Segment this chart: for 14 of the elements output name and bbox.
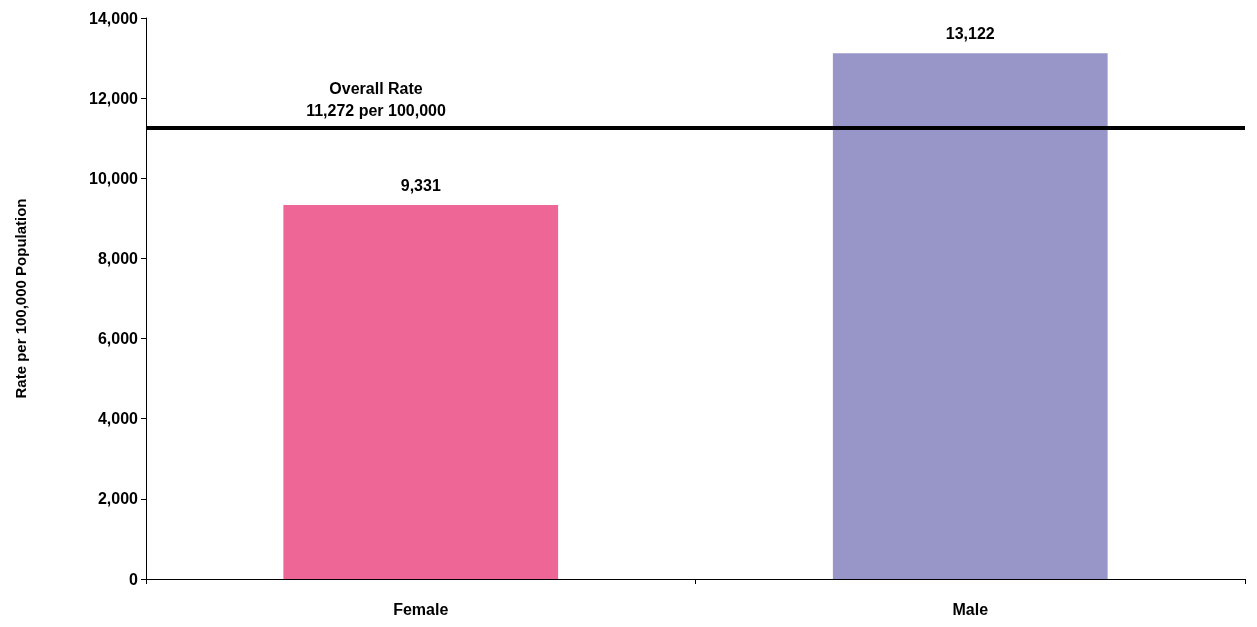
x-tick-label: Male [952,600,989,618]
y-tick-label: 6,000 [97,330,139,348]
y-tick-label: 14,000 [89,9,139,27]
y-tick-label: 12,000 [89,89,139,107]
data-label: 13,122 [945,24,995,42]
y-tick-label: 10,000 [89,169,139,187]
x-tick-label: Female [393,600,449,618]
y-tick-label: 2,000 [97,490,139,508]
y-tick-label: 8,000 [97,249,139,267]
y-axis-title: Rate per 100,000 Population [12,198,29,399]
y-tick-label: 0 [129,570,139,588]
ref-line-label: Overall Rate 11,272 per 100,000 [306,79,446,119]
y-tick-label: 4,000 [97,410,139,428]
data-label: 9,331 [400,176,441,194]
